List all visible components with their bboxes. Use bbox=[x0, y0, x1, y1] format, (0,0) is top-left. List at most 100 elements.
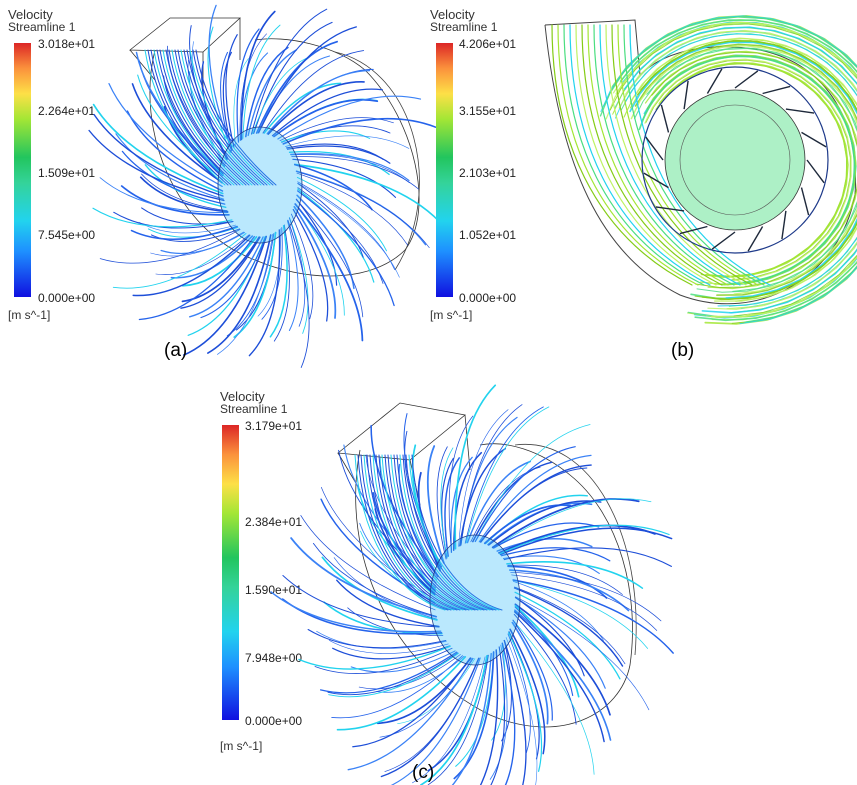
streamline bbox=[144, 49, 226, 186]
streamline bbox=[515, 596, 650, 711]
streamline bbox=[242, 24, 281, 139]
colorbar-tick: 2.384e+01 bbox=[245, 515, 303, 529]
streamline bbox=[366, 454, 458, 611]
streamline bbox=[208, 4, 233, 152]
streamline bbox=[466, 460, 531, 544]
streamline bbox=[250, 8, 328, 135]
streamline bbox=[508, 631, 540, 760]
streamline bbox=[328, 640, 449, 654]
fan-streamline-view-b bbox=[544, 15, 857, 325]
colorbar bbox=[222, 425, 239, 720]
streamline bbox=[132, 234, 251, 297]
streamline bbox=[464, 406, 544, 544]
streamline bbox=[569, 24, 711, 286]
streamline bbox=[354, 454, 446, 611]
streamline bbox=[619, 19, 857, 322]
streamline bbox=[162, 49, 244, 186]
streamline bbox=[273, 224, 290, 342]
streamline bbox=[427, 654, 489, 772]
streamline bbox=[183, 49, 265, 186]
legend-name: Streamline 1 bbox=[430, 20, 498, 34]
streamline bbox=[225, 34, 238, 148]
streamline bbox=[512, 579, 674, 654]
streamline bbox=[507, 564, 623, 595]
impeller-blade bbox=[734, 70, 759, 89]
streamline bbox=[514, 609, 612, 741]
colorbar-tick: 7.545e+00 bbox=[38, 228, 96, 242]
streamline bbox=[640, 39, 857, 301]
streamline bbox=[331, 655, 463, 719]
streamline bbox=[88, 129, 225, 202]
streamline bbox=[501, 642, 516, 785]
streamline bbox=[426, 445, 445, 564]
colorbar-unit: [m s^-1] bbox=[8, 308, 51, 322]
streamline bbox=[99, 177, 229, 214]
streamline bbox=[513, 611, 605, 743]
streamline bbox=[236, 28, 260, 143]
streamline bbox=[651, 54, 857, 286]
legend-name: Streamline 1 bbox=[8, 20, 76, 34]
streamline bbox=[505, 637, 538, 785]
streamline bbox=[512, 580, 649, 649]
streamline bbox=[282, 117, 437, 145]
streamline bbox=[634, 47, 857, 292]
streamline bbox=[290, 537, 438, 618]
streamline bbox=[503, 547, 672, 567]
streamline bbox=[629, 24, 771, 286]
streamline bbox=[247, 49, 298, 137]
streamline bbox=[92, 207, 233, 228]
streamline bbox=[174, 49, 256, 186]
streamline bbox=[240, 10, 276, 141]
streamline bbox=[399, 454, 491, 611]
streamline bbox=[294, 203, 364, 342]
streamline bbox=[396, 454, 488, 611]
streamline bbox=[293, 205, 337, 319]
streamline bbox=[165, 49, 247, 186]
streamline bbox=[108, 82, 223, 188]
streamline bbox=[363, 454, 455, 611]
streamline bbox=[131, 83, 223, 184]
streamline bbox=[402, 454, 494, 611]
streamline bbox=[492, 522, 600, 549]
streamline bbox=[263, 82, 342, 134]
streamline bbox=[226, 233, 275, 337]
streamline bbox=[507, 632, 543, 772]
streamline bbox=[195, 49, 277, 186]
streamline bbox=[375, 454, 467, 611]
streamline bbox=[192, 49, 274, 186]
streamline bbox=[168, 49, 250, 186]
streamline bbox=[292, 158, 397, 198]
streamline bbox=[233, 231, 277, 339]
streamline bbox=[273, 98, 379, 138]
streamline bbox=[252, 56, 311, 135]
impeller-blade bbox=[645, 136, 664, 161]
impeller-blade bbox=[706, 68, 723, 94]
streamline bbox=[350, 650, 456, 673]
streamline bbox=[480, 464, 592, 543]
streamline bbox=[384, 454, 476, 611]
streamline bbox=[452, 451, 483, 551]
colorbar-tick: 1.052e+01 bbox=[459, 228, 517, 242]
streamline bbox=[500, 547, 611, 562]
streamline bbox=[509, 628, 546, 755]
streamline bbox=[420, 655, 488, 785]
streamline bbox=[262, 50, 365, 134]
streamline bbox=[508, 569, 630, 612]
streamline bbox=[162, 75, 224, 175]
streamline bbox=[347, 657, 474, 771]
streamline bbox=[297, 188, 375, 283]
streamline bbox=[150, 49, 232, 186]
streamline bbox=[93, 113, 224, 197]
streamline bbox=[233, 58, 249, 146]
streamline bbox=[200, 236, 267, 319]
streamline bbox=[479, 649, 499, 785]
streamline bbox=[277, 95, 422, 140]
colorbar-tick: 7.948e+00 bbox=[245, 651, 303, 665]
streamline bbox=[644, 58, 852, 282]
legend-variable: Velocity bbox=[430, 7, 475, 22]
streamline bbox=[411, 454, 503, 611]
streamline bbox=[332, 645, 451, 660]
streamline bbox=[393, 454, 485, 611]
streamline bbox=[270, 591, 442, 633]
streamline bbox=[444, 457, 460, 557]
